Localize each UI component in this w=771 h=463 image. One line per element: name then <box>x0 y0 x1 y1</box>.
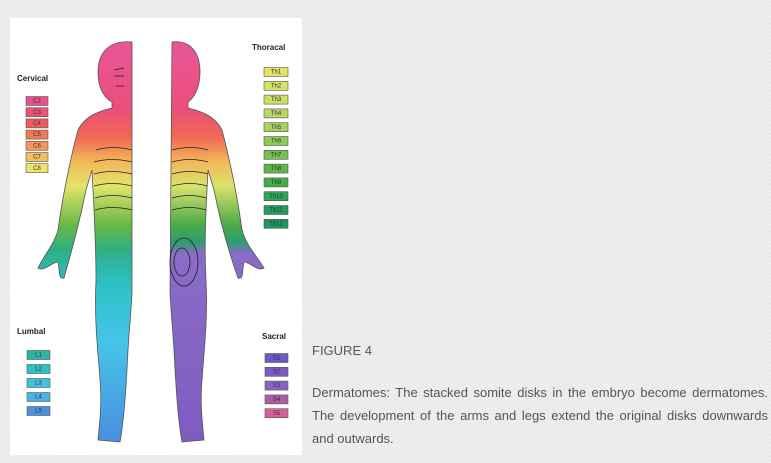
dermatome-label: C2 <box>33 99 41 105</box>
dermatome-label: Th1 <box>271 70 282 76</box>
dermatome-label: Th12 <box>269 221 283 227</box>
dermatome-label: L2 <box>35 367 42 373</box>
figure-caption: Dermatomes: The stacked somite disks in … <box>312 381 768 450</box>
group-title: Sacral <box>262 332 286 341</box>
dermatome-label: Th6 <box>271 139 282 145</box>
dermatome-label: S2 <box>273 369 281 375</box>
group-title: Cervical <box>17 74 48 83</box>
dermatome-illustration: Cervical C2 C3 C4 C5 C6 C7 C8 Thoracal Th1 Th2 Th3 T… <box>10 18 302 455</box>
dermatome-label: S3 <box>273 383 281 389</box>
dermatome-label: C7 <box>33 155 41 161</box>
dermatome-label: Th10 <box>269 194 283 200</box>
dermatome-label: S4 <box>273 397 281 403</box>
dermatome-label: Th9 <box>271 180 282 186</box>
dermatome-label: L5 <box>35 409 42 415</box>
figure-image: Cervical C2 C3 C4 C5 C6 C7 C8 Thoracal Th1 Th2 Th3 T… <box>10 18 302 455</box>
figure-label: FIGURE 4 <box>312 343 372 358</box>
dermatome-label: S1 <box>273 356 281 362</box>
dermatome-label: S5 <box>273 411 281 417</box>
dermatome-label: Th4 <box>271 111 282 117</box>
dermatome-label: Th2 <box>271 83 282 89</box>
dermatome-label: L3 <box>35 381 42 387</box>
dermatome-label: L1 <box>35 353 42 359</box>
page: {"figure": {"label": "FIGURE 4", "captio… <box>0 0 771 463</box>
dermatome-label: C5 <box>33 132 41 138</box>
dermatome-label: C4 <box>33 121 41 127</box>
dermatome-label: Th5 <box>271 125 282 131</box>
dermatome-label: Th3 <box>271 97 282 103</box>
dermatome-label: Th11 <box>269 208 283 214</box>
group-title: Lumbal <box>17 327 45 336</box>
dermatome-label: Th7 <box>271 152 282 158</box>
dermatome-label: Th8 <box>271 166 282 172</box>
group-title: Thoracal <box>252 43 285 52</box>
dermatome-label: L4 <box>35 395 42 401</box>
dermatome-label: C3 <box>33 110 41 116</box>
dermatome-label: C8 <box>33 166 41 172</box>
dermatome-label: C6 <box>33 143 41 149</box>
